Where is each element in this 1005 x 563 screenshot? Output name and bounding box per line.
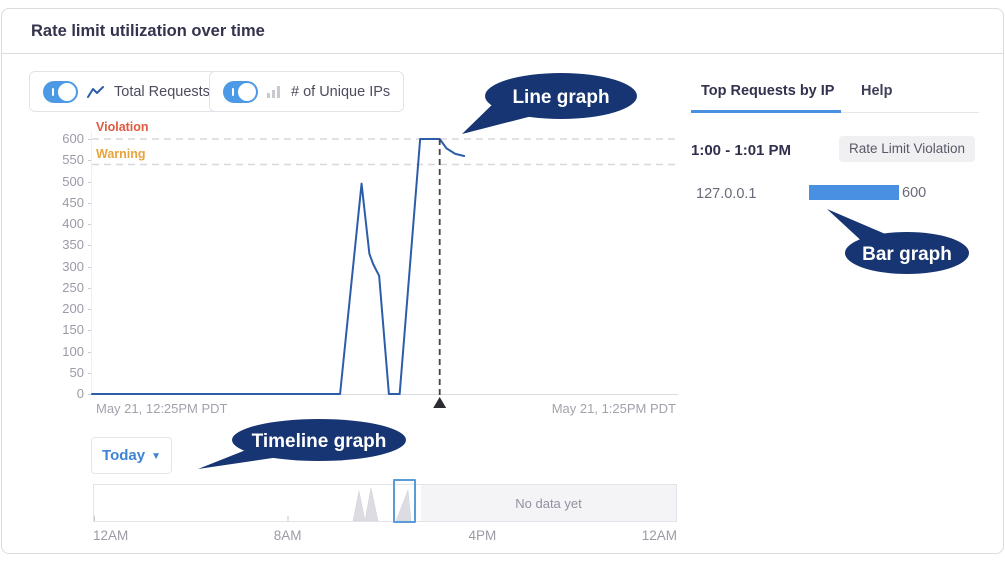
ip-request-bar: [809, 185, 899, 200]
page-title: Rate limit utilization over time: [31, 22, 265, 40]
timeline-selection-box[interactable]: [393, 479, 416, 523]
y-axis-label: 50: [69, 364, 84, 380]
active-tab-underline: [691, 110, 841, 113]
utilization-line-chart[interactable]: [91, 131, 679, 411]
y-axis-label: 500: [62, 173, 84, 189]
traffic-peak: [352, 490, 366, 521]
y-axis-label: 600: [62, 131, 84, 146]
y-axis-tick: [88, 266, 92, 268]
y-axis-label: 400: [62, 216, 84, 231]
y-axis-tick: [88, 160, 92, 162]
status-badge: Rate Limit Violation: [839, 136, 976, 162]
rate-limit-card: Rate limit utilization over time Total R…: [1, 8, 1004, 554]
y-axis-tick: [88, 309, 92, 310]
y-axis-label: 200: [62, 301, 84, 316]
date-range-dropdown[interactable]: Today ▼: [91, 437, 172, 474]
y-axis-label: 100: [62, 343, 84, 359]
tab-help[interactable]: Help: [861, 83, 893, 99]
bar-chart-icon: [267, 86, 280, 98]
timeline-axis-label: 4PM: [468, 528, 497, 543]
x-axis-start-label: May 21, 12:25PM PDT: [96, 401, 228, 416]
chevron-down-icon: ▼: [151, 451, 161, 462]
toggle-unique-ips[interactable]: # of Unique IPs: [209, 71, 405, 112]
line-graph-callout: Line graph: [462, 73, 637, 134]
violation-threshold-label: Violation: [96, 120, 149, 134]
toggle-label: # of Unique IPs: [291, 83, 391, 100]
y-axis-tick: [88, 351, 92, 353]
toggle-on-switch[interactable]: [43, 80, 78, 103]
header-divider: [2, 53, 1003, 54]
timeline-minimap: [94, 487, 676, 521]
timeline-axis-label: 12AM: [93, 528, 129, 543]
y-axis-tick: [88, 139, 92, 140]
y-axis-label: 450: [62, 194, 84, 210]
bar-graph-callout: Bar graph: [827, 209, 969, 274]
tab-top-requests-by-ip[interactable]: Top Requests by IP: [701, 83, 835, 99]
timeline-graph-callout-label: Timeline graph: [252, 431, 387, 452]
toggle-label: Total Requests: [114, 83, 210, 100]
y-axis-label: 300: [62, 258, 84, 274]
y-axis-label: 250: [62, 279, 84, 295]
date-range-label: Today: [102, 447, 146, 464]
timeline-graph-callout: Timeline graph: [198, 419, 406, 469]
y-axis-label: 150: [62, 322, 84, 338]
traffic-peak: [364, 487, 379, 521]
y-axis-tick: [88, 330, 92, 332]
timeline-strip[interactable]: No data yet: [93, 479, 677, 523]
y-axis-tick: [88, 394, 92, 395]
total-requests-line: [91, 138, 466, 395]
violation-time-range: 1:00 - 1:01 PM: [691, 142, 792, 159]
line-chart-icon: [87, 85, 104, 98]
timeline-axis-label: 8AM: [273, 528, 302, 543]
toggle-on-switch[interactable]: [223, 80, 258, 103]
toggle-total-requests[interactable]: Total Requests: [29, 71, 224, 112]
y-axis-tick: [88, 245, 92, 247]
y-axis-label: 0: [76, 386, 84, 401]
y-axis-label: 350: [62, 237, 84, 253]
ip-address: 127.0.0.1: [696, 186, 757, 202]
y-axis-label: 550: [62, 152, 84, 168]
y-axis-tick: [88, 181, 92, 183]
warning-threshold-label: Warning: [96, 147, 146, 161]
x-axis-end-label: May 21, 1:25PM PDT: [551, 401, 676, 416]
timeline-axis-label: 12AM: [641, 528, 677, 543]
line-graph-callout-label: Line graph: [512, 87, 609, 108]
y-axis-tick: [88, 202, 92, 204]
y-axis-tick: [88, 372, 92, 374]
timeline-no-data: No data yet: [421, 485, 676, 521]
ip-request-count: 600: [902, 185, 927, 201]
traffic-peak: [395, 489, 412, 521]
y-axis-tick: [88, 224, 92, 225]
scrub-handle-icon[interactable]: [433, 397, 447, 408]
bar-graph-callout-label: Bar graph: [862, 244, 952, 265]
y-axis-tick: [88, 287, 92, 289]
